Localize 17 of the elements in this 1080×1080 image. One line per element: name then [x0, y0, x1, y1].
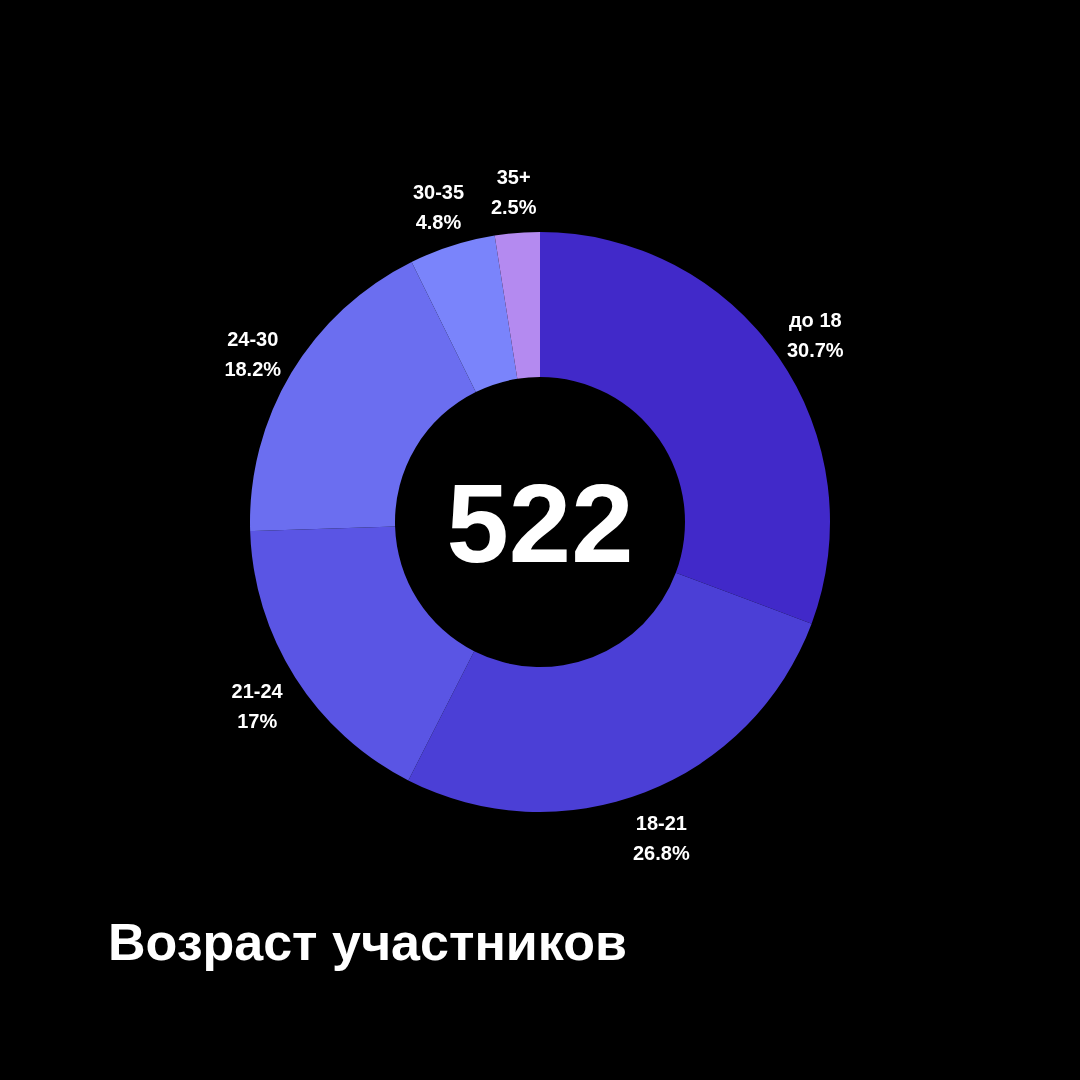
donut-slice [411, 235, 518, 392]
data-label: 17% [237, 709, 278, 732]
slice-label: 21-24 [231, 679, 284, 702]
donut-slice [408, 572, 812, 812]
data-label: 30.7% [786, 339, 844, 362]
text: Возраст участников [108, 913, 627, 971]
data-label: 4.8% [415, 210, 462, 233]
slice-label: 35+ [496, 166, 531, 189]
data-label: 26.8% [633, 842, 690, 865]
text: 522 [446, 461, 634, 587]
slice-label: 18-21 [635, 812, 687, 835]
data-label: 2.5% [490, 196, 537, 219]
slice-label: 24-30 [227, 327, 279, 350]
slice-label: 30-35 [412, 180, 465, 203]
slice-label: до 18 [788, 309, 842, 332]
donut-slice [494, 232, 540, 379]
data-label: 18.2% [224, 357, 282, 380]
